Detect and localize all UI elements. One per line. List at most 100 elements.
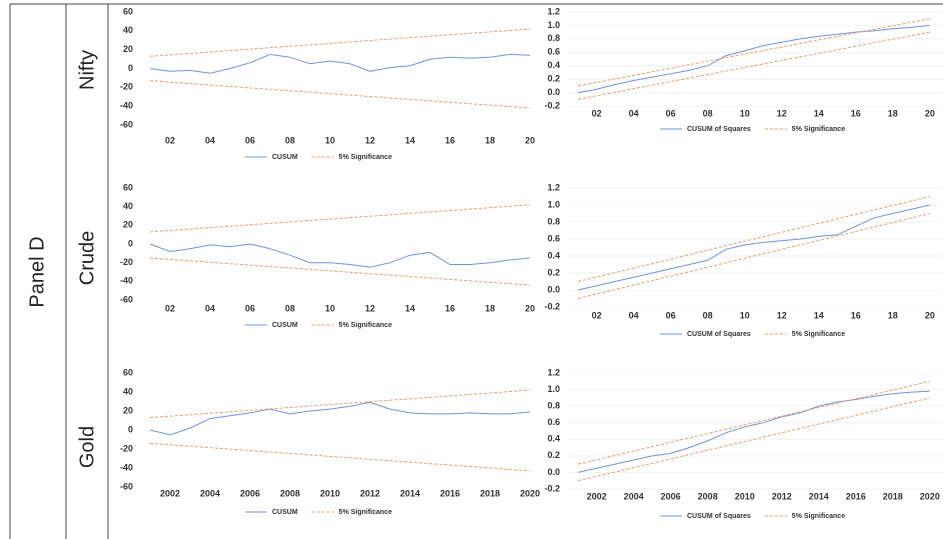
- series-line: [577, 380, 930, 465]
- x-tick-label: 16: [851, 310, 861, 320]
- panel-label: Panel D: [26, 236, 48, 307]
- series-line: [149, 243, 531, 268]
- x-tick-label: 16: [445, 303, 455, 313]
- y-tick-label: 0.8: [547, 33, 560, 43]
- y-tick-label: -20: [120, 82, 133, 92]
- x-tick-label: 2018: [883, 491, 903, 501]
- legend-label: CUSUM: [272, 322, 298, 329]
- y-tick-label: 0.8: [547, 216, 560, 226]
- x-tick-label: 20: [925, 310, 935, 320]
- x-tick-label: 2002: [160, 488, 180, 498]
- y-tick-label: 1.0: [547, 384, 560, 394]
- y-tick-label: -40: [120, 462, 133, 472]
- series-line: [577, 204, 930, 291]
- y-tick-label: 0: [128, 424, 133, 434]
- x-tick-label: 04: [629, 108, 639, 118]
- x-tick-label: 14: [405, 303, 415, 313]
- y-tick-label: 0: [128, 238, 133, 248]
- x-tick-label: 2018: [480, 488, 500, 498]
- y-tick-label: 1.2: [547, 6, 560, 16]
- x-tick-label: 12: [365, 303, 375, 313]
- x-tick-label: 2014: [809, 491, 829, 501]
- y-tick-label: 60: [123, 182, 133, 192]
- x-tick-label: 2012: [360, 488, 380, 498]
- x-tick-label: 10: [740, 310, 750, 320]
- x-tick-label: 12: [365, 135, 375, 145]
- series-line: [149, 53, 531, 74]
- x-tick-label: 14: [405, 135, 415, 145]
- x-tick-label: 2010: [735, 491, 755, 501]
- y-tick-label: 1.2: [547, 367, 560, 377]
- y-tick-label: -60: [120, 481, 133, 491]
- row-label: Gold: [76, 426, 98, 468]
- x-tick-label: 08: [703, 310, 713, 320]
- x-tick-label: 02: [592, 108, 602, 118]
- x-tick-label: 04: [205, 303, 215, 313]
- legend-label: 5% Significance: [792, 126, 845, 133]
- legend-label: CUSUM: [272, 154, 298, 161]
- y-tick-label: 0.0: [547, 87, 560, 97]
- series-line: [149, 442, 531, 472]
- y-tick-label: -60: [120, 119, 133, 129]
- x-tick-label: 20: [525, 303, 535, 313]
- x-tick-label: 14: [814, 108, 824, 118]
- y-tick-label: 0.4: [547, 60, 560, 70]
- y-tick-label: 1.0: [547, 20, 560, 30]
- legend-label: 5% Significance: [339, 322, 392, 329]
- row-label: Crude: [76, 231, 98, 285]
- x-tick-label: 2006: [240, 488, 260, 498]
- x-tick-label: 12: [777, 108, 787, 118]
- y-tick-label: 0.4: [547, 250, 560, 260]
- y-tick-label: 0.8: [547, 401, 560, 411]
- y-tick-label: 0.2: [547, 74, 560, 84]
- y-tick-label: 40: [123, 25, 133, 35]
- x-tick-label: 04: [205, 135, 215, 145]
- x-tick-label: 18: [485, 303, 495, 313]
- y-tick-label: 20: [123, 44, 133, 54]
- x-tick-label: 16: [445, 135, 455, 145]
- x-tick-label: 2010: [320, 488, 340, 498]
- y-tick-label: 0.6: [547, 233, 560, 243]
- x-tick-label: 2008: [280, 488, 300, 498]
- x-tick-label: 18: [485, 135, 495, 145]
- legend-label: 5% Significance: [339, 509, 392, 516]
- y-tick-label: -0.2: [544, 301, 560, 311]
- x-tick-label: 2016: [440, 488, 460, 498]
- x-tick-label: 04: [629, 310, 639, 320]
- y-tick-label: 40: [123, 201, 133, 211]
- series-line: [577, 390, 930, 473]
- x-tick-label: 18: [888, 310, 898, 320]
- x-tick-label: 2014: [400, 488, 420, 498]
- legend-label: 5% Significance: [339, 154, 392, 161]
- series-line: [149, 28, 531, 57]
- y-tick-label: -40: [120, 276, 133, 286]
- y-tick-label: 0.6: [547, 417, 560, 427]
- series-line: [149, 257, 531, 286]
- y-tick-label: 0.2: [547, 450, 560, 460]
- x-tick-label: 2008: [698, 491, 718, 501]
- x-tick-label: 02: [165, 135, 175, 145]
- x-tick-label: 10: [325, 303, 335, 313]
- x-tick-label: 10: [740, 108, 750, 118]
- y-tick-label: -0.2: [544, 483, 560, 493]
- row-label: Nifty: [76, 50, 98, 90]
- series-line: [577, 196, 930, 282]
- series-line: [149, 204, 531, 233]
- x-tick-label: 06: [666, 310, 676, 320]
- series-line: [577, 397, 930, 482]
- x-tick-label: 2004: [624, 491, 644, 501]
- y-tick-label: 0.2: [547, 267, 560, 277]
- x-tick-label: 06: [245, 135, 255, 145]
- x-tick-label: 06: [245, 303, 255, 313]
- y-tick-label: 60: [123, 6, 133, 16]
- legend-label: CUSUM of Squares: [687, 331, 751, 338]
- series-line: [577, 213, 930, 299]
- x-tick-label: 2006: [661, 491, 681, 501]
- y-tick-label: 0.4: [547, 434, 560, 444]
- legend-label: CUSUM: [272, 509, 298, 516]
- y-tick-label: 20: [123, 220, 133, 230]
- x-tick-label: 10: [325, 135, 335, 145]
- x-tick-label: 14: [814, 310, 824, 320]
- y-tick-label: 1.2: [547, 182, 560, 192]
